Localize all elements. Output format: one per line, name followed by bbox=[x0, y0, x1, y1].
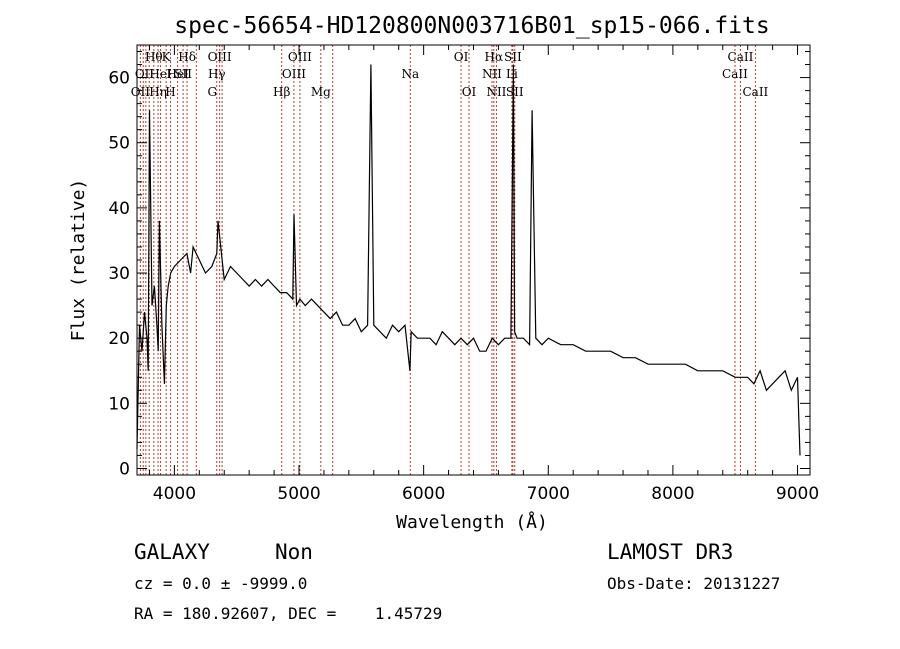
line-label-18: OI bbox=[454, 50, 469, 64]
y-axis-label: Flux (relative) bbox=[68, 179, 89, 342]
line-label-22: NII bbox=[486, 85, 506, 99]
line-label-6: H bbox=[165, 85, 175, 99]
y-axis-ticks: 0 10 20 30 40 50 60 bbox=[108, 51, 810, 479]
line-label-15: OIII bbox=[282, 67, 306, 81]
redshift-line: cz = 0.0 ± -9999.0 bbox=[134, 574, 307, 593]
line-label-17: Na bbox=[401, 67, 419, 81]
line-label-11: Hγ bbox=[208, 67, 226, 81]
x-tick-label: 7000 bbox=[527, 484, 570, 504]
line-label-16: Mg bbox=[311, 85, 331, 99]
y-tick-label: 30 bbox=[108, 264, 130, 284]
x-tick-label: 8000 bbox=[651, 484, 694, 504]
emission-line-markers bbox=[139, 45, 756, 475]
line-label-2: Hθ bbox=[145, 50, 163, 64]
x-axis-label: Wavelength (Å) bbox=[396, 511, 548, 533]
x-tick-label: 5000 bbox=[277, 484, 320, 504]
spectrum-line bbox=[136, 64, 801, 456]
line-label-14: OIII bbox=[288, 50, 312, 64]
y-tick-label: 10 bbox=[108, 394, 130, 414]
line-label-0: OII bbox=[131, 85, 151, 99]
line-label-19: OI bbox=[462, 85, 477, 99]
line-label-25: SII bbox=[506, 85, 524, 99]
line-label-26: CaII bbox=[728, 50, 754, 64]
y-tick-label: 40 bbox=[108, 199, 130, 219]
object-class: GALAXY bbox=[134, 540, 210, 564]
radec-line: RA = 180.92607, DEC = 1.45729 bbox=[134, 604, 442, 623]
x-axis-ticks: 4000 5000 6000 7000 8000 9000 bbox=[148, 45, 819, 504]
line-label-7: HeI bbox=[166, 67, 189, 81]
line-label-21: NII bbox=[482, 67, 502, 81]
line-label-20: Hα bbox=[485, 50, 504, 64]
line-label-23: SII bbox=[504, 50, 522, 64]
line-label-28: CaII bbox=[742, 85, 768, 99]
y-tick-label: 0 bbox=[119, 459, 130, 479]
spectrum-series bbox=[136, 64, 801, 456]
line-label-4: HeI bbox=[149, 67, 172, 81]
line-label-13: Hβ bbox=[273, 85, 290, 99]
survey-label: LAMOST DR3 bbox=[607, 540, 733, 564]
x-tick-label: 6000 bbox=[402, 484, 445, 504]
x-tick-label: 9000 bbox=[776, 484, 819, 504]
y-tick-label: 20 bbox=[108, 329, 130, 349]
chart-title: spec-56654-HD120800N003716B01_sp15-066.f… bbox=[174, 13, 769, 39]
line-label-12: G bbox=[207, 85, 217, 99]
line-label-5: K bbox=[162, 50, 172, 64]
x-tick-label: 4000 bbox=[153, 484, 196, 504]
y-tick-label: 60 bbox=[108, 69, 130, 89]
line-label-27: CaII bbox=[722, 67, 748, 81]
plot-frame bbox=[136, 44, 811, 476]
line-label-24: Li bbox=[506, 67, 518, 81]
line-label-3: Hη bbox=[149, 85, 167, 99]
obs-date-line: Obs-Date: 20131227 bbox=[607, 574, 780, 593]
line-label-8: Hδ bbox=[178, 50, 196, 64]
line-label-10: OIII bbox=[208, 50, 232, 64]
y-tick-label: 50 bbox=[108, 134, 130, 154]
line-label-9: SII bbox=[174, 67, 192, 81]
object-subclass: Non bbox=[275, 540, 313, 564]
